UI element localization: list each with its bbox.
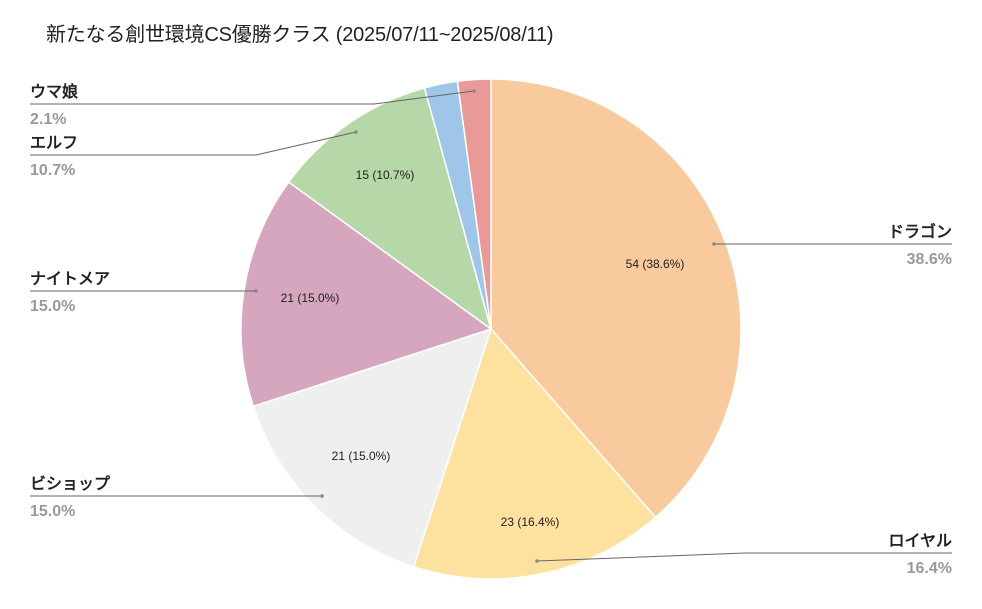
callout-anchor-dot	[535, 559, 539, 563]
legend-category-percent: 38.6%	[907, 251, 952, 268]
legend-labels: ドラゴン 38.6% ロイヤル 16.4% ビショップ 15.0% ナイトメア 15.0% エル…	[30, 82, 952, 577]
legend-category-percent: 16.4%	[907, 560, 952, 577]
pie-slices	[240, 78, 742, 580]
legend-category-percent: 10.7%	[30, 162, 75, 179]
slice-value-label: 23 (16.4%)	[501, 515, 560, 529]
callout-anchor-dot	[472, 89, 476, 93]
slice-value-label: 15 (10.7%)	[356, 168, 415, 182]
legend-category-name: ウマ娘	[30, 82, 78, 101]
legend-category-name: ドラゴン	[888, 222, 952, 241]
pie-slice[interactable]	[240, 181, 493, 408]
legend-category-percent: 15.0%	[30, 298, 75, 315]
pie-slice[interactable]	[412, 327, 657, 580]
pie-slice[interactable]	[252, 327, 493, 568]
callout-line	[536, 552, 952, 562]
callout-anchor-dot	[320, 494, 324, 498]
callout-line	[30, 90, 475, 105]
callout-line	[30, 131, 357, 156]
slice-value-label: 21 (15.0%)	[281, 291, 340, 305]
pie-slice[interactable]	[456, 78, 492, 330]
legend-category-percent: 15.0%	[30, 503, 75, 520]
legend-category-percent: 2.1%	[30, 111, 66, 128]
callout-anchor-dot	[254, 289, 258, 293]
chart-title: 新たなる創世環境CS優勝クラス (2025/07/11~2025/08/11)	[46, 24, 554, 46]
legend-category-name: ロイヤル	[888, 533, 952, 550]
callout-anchor-dot	[712, 242, 716, 246]
legend-category-name: ビショップ	[30, 474, 111, 493]
legend-category-name: ナイトメア	[30, 270, 110, 288]
callout-anchor-dot	[354, 130, 358, 134]
slice-value-label: 54 (38.6%)	[626, 257, 685, 271]
legend-category-name: エルフ	[30, 135, 78, 152]
callout-lines	[30, 89, 952, 563]
slice-labels: 54 (38.6%) 23 (16.4%) 21 (15.0%) 21 (15.0%)…	[281, 168, 685, 529]
slice-value-label: 21 (15.0%)	[332, 449, 391, 463]
pie-slice[interactable]	[490, 78, 742, 519]
